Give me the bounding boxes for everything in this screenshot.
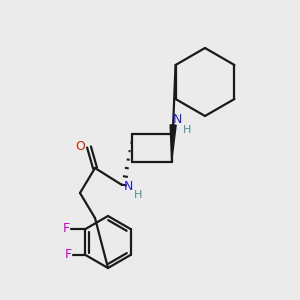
Text: O: O xyxy=(75,140,85,154)
Polygon shape xyxy=(170,125,176,162)
Text: F: F xyxy=(65,248,72,262)
Text: H: H xyxy=(183,125,191,135)
Text: N: N xyxy=(123,181,133,194)
Text: N: N xyxy=(172,113,182,127)
Text: H: H xyxy=(134,190,142,200)
Text: F: F xyxy=(63,223,70,236)
